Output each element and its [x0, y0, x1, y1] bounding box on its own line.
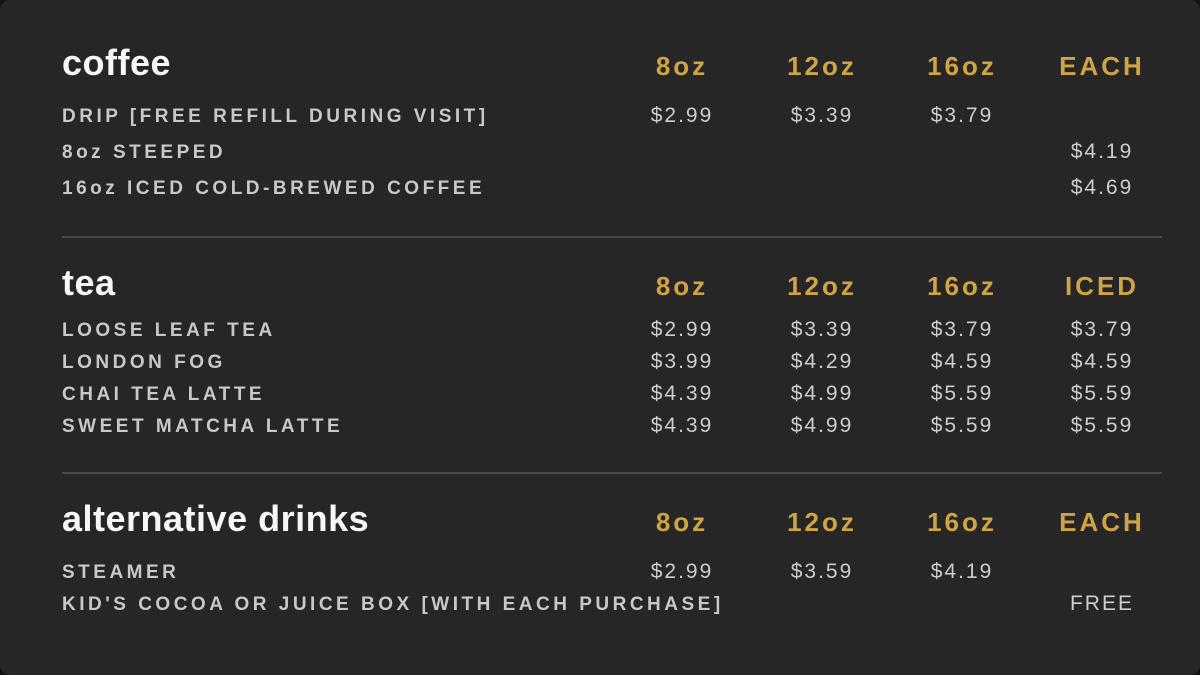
price-cell: $4.39 — [650, 414, 714, 437]
price-cell: $4.59 — [1070, 350, 1134, 373]
item-name: LONDON FOG — [62, 352, 226, 373]
price-cell: $4.69 — [1070, 176, 1134, 199]
price-cell: $4.39 — [650, 382, 714, 405]
price-cell: $3.39 — [790, 104, 854, 127]
price-cell: $2.99 — [650, 318, 714, 341]
column-header: 16oz — [927, 507, 997, 537]
item-name: CHAI TEA LATTE — [62, 384, 266, 405]
column-header: EACH — [1059, 507, 1145, 537]
section-header-row: coffee 8oz 12oz 16oz EACH — [62, 40, 1172, 86]
menu-section: coffee 8oz 12oz 16oz EACH DRIP [FREE REFILL D… — [62, 40, 1172, 206]
column-header: 16oz — [927, 51, 997, 81]
item-name: STEAMER — [62, 562, 180, 583]
section-title: alternative drinks — [62, 498, 370, 539]
item-name: 8oz STEEPED — [62, 142, 227, 163]
price-cell: $3.59 — [790, 560, 854, 583]
column-header: 12oz — [787, 51, 857, 81]
price-cell: $4.59 — [930, 350, 994, 373]
menu-item-row: KID'S COCOA OR JUICE BOX [WITH EACH PURC… — [62, 588, 1172, 620]
column-header: EACH — [1059, 51, 1145, 81]
section-header-row: alternative drinks 8oz 12oz 16oz EACH — [62, 496, 1172, 542]
menu-item-row: CHAI TEA LATTE $4.39 $4.99 $5.59 $5.59 — [62, 378, 1172, 410]
column-header: 12oz — [787, 271, 857, 301]
price-cell: $3.79 — [1070, 318, 1134, 341]
menu-item-row: LONDON FOG $3.99 $4.29 $4.59 $4.59 — [62, 346, 1172, 378]
item-name: DRIP [FREE REFILL DURING VISIT] — [62, 106, 489, 127]
menu-item-row: SWEET MATCHA LATTE $4.39 $4.99 $5.59 $5.59 — [62, 410, 1172, 442]
price-cell: $3.39 — [790, 318, 854, 341]
column-header: 8oz — [655, 271, 709, 301]
column-header: ICED — [1064, 271, 1140, 301]
price-cell: $4.99 — [790, 382, 854, 405]
section-title: coffee — [62, 42, 172, 83]
item-name: KID'S COCOA OR JUICE BOX [WITH EACH PURC… — [62, 594, 724, 615]
price-cell: $4.29 — [790, 350, 854, 373]
price-cell: $5.59 — [1070, 382, 1134, 405]
menu-section: alternative drinks 8oz 12oz 16oz EACH STEAMER… — [62, 496, 1172, 620]
price-cell: FREE — [1069, 592, 1134, 615]
column-header: 8oz — [655, 507, 709, 537]
price-cell: $5.59 — [1070, 414, 1134, 437]
section-title: tea — [62, 262, 116, 303]
column-header: 16oz — [927, 271, 997, 301]
item-name: SWEET MATCHA LATTE — [62, 416, 344, 437]
menu-item-row: LOOSE LEAF TEA $2.99 $3.39 $3.79 $3.79 — [62, 314, 1172, 346]
price-cell: $4.99 — [790, 414, 854, 437]
menu-item-row: STEAMER $2.99 $3.59 $4.19 — [62, 556, 1172, 588]
section-divider — [62, 472, 1162, 474]
column-header: 8oz — [655, 51, 709, 81]
menu-item-row: 16oz ICED COLD-BREWED COFFEE $4.69 — [62, 170, 1172, 206]
price-cell: $4.19 — [930, 560, 994, 583]
price-cell: $4.19 — [1070, 140, 1134, 163]
menu-section: tea 8oz 12oz 16oz ICED LOOSE LEAF TEA $2.99 $3.… — [62, 260, 1172, 442]
price-cell: $3.79 — [930, 104, 994, 127]
menu-item-row: 8oz STEEPED $4.19 — [62, 134, 1172, 170]
section-header-row: tea 8oz 12oz 16oz ICED — [62, 260, 1172, 306]
price-cell: $3.79 — [930, 318, 994, 341]
section-divider — [62, 236, 1162, 238]
item-name: 16oz ICED COLD-BREWED COFFEE — [62, 178, 486, 199]
price-cell: $2.99 — [650, 560, 714, 583]
menu-item-row: DRIP [FREE REFILL DURING VISIT] $2.99 $3.3… — [62, 98, 1172, 134]
price-cell: $5.59 — [930, 382, 994, 405]
price-cell: $3.99 — [650, 350, 714, 373]
column-header: 12oz — [787, 507, 857, 537]
price-cell: $2.99 — [650, 104, 714, 127]
price-cell: $5.59 — [930, 414, 994, 437]
item-name: LOOSE LEAF TEA — [62, 320, 276, 341]
